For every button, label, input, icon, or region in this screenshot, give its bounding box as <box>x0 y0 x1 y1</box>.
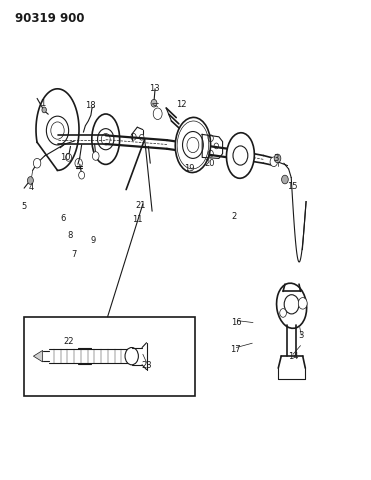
Text: 2: 2 <box>231 213 236 221</box>
Circle shape <box>298 298 307 309</box>
Text: 13: 13 <box>149 84 159 93</box>
Circle shape <box>42 107 46 113</box>
Circle shape <box>151 99 157 107</box>
Circle shape <box>233 146 248 165</box>
Text: 8: 8 <box>68 231 73 240</box>
Text: 19: 19 <box>184 165 194 173</box>
Text: 14: 14 <box>288 352 298 360</box>
Circle shape <box>282 175 288 184</box>
Text: 9: 9 <box>90 237 95 245</box>
Text: 21: 21 <box>136 201 146 210</box>
Circle shape <box>270 157 278 167</box>
Text: 12: 12 <box>177 100 187 109</box>
Text: 10: 10 <box>60 153 70 162</box>
Text: 5: 5 <box>22 202 27 211</box>
Text: 16: 16 <box>232 318 242 327</box>
Text: 18: 18 <box>86 101 96 110</box>
Circle shape <box>183 132 203 158</box>
Circle shape <box>33 158 41 168</box>
Circle shape <box>274 154 281 163</box>
Ellipse shape <box>276 283 307 328</box>
Text: 4: 4 <box>29 183 34 192</box>
Ellipse shape <box>226 133 255 178</box>
Text: 11: 11 <box>132 216 142 224</box>
Text: 22: 22 <box>63 337 74 346</box>
Circle shape <box>284 295 299 314</box>
Text: 17: 17 <box>230 345 241 354</box>
Text: 15: 15 <box>287 182 298 191</box>
Text: 1: 1 <box>40 99 45 108</box>
Polygon shape <box>33 350 43 362</box>
Text: 20: 20 <box>204 159 215 168</box>
Text: 23: 23 <box>141 361 152 370</box>
Text: 90319 900: 90319 900 <box>15 12 84 25</box>
Ellipse shape <box>175 118 211 172</box>
Text: 6: 6 <box>60 214 66 223</box>
Circle shape <box>125 348 138 365</box>
Text: 3: 3 <box>299 332 304 340</box>
Text: 3: 3 <box>274 154 279 163</box>
Bar <box>24 317 195 396</box>
Text: 7: 7 <box>72 250 77 259</box>
Circle shape <box>92 152 99 160</box>
Circle shape <box>280 309 286 317</box>
Circle shape <box>66 154 72 161</box>
Circle shape <box>27 177 33 184</box>
Circle shape <box>79 171 85 179</box>
